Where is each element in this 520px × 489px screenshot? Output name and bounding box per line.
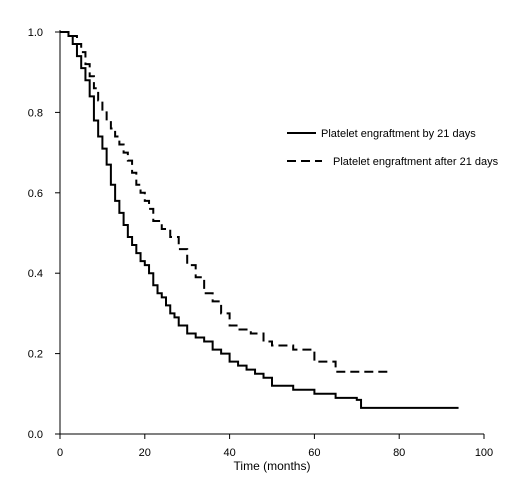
series-layer (60, 31, 459, 409)
x-tick-label: 40 (223, 447, 235, 459)
x-tick-label: 20 (139, 447, 151, 459)
x-tick-label: 80 (393, 447, 405, 459)
legend-label-1: Platelet engraftment by 21 days (321, 128, 476, 140)
axes: 0.0 0.2 0.4 0.6 0.8 1.0 0 20 40 60 80 100 (28, 27, 493, 459)
legend: Platelet engraftment by 21 days Platelet … (287, 128, 499, 168)
x-tick-label: 0 (57, 447, 63, 459)
y-tick-label: 1.0 (28, 27, 43, 39)
y-tick-label: 0.4 (28, 268, 43, 280)
y-tick-label: 0.0 (28, 429, 43, 441)
x-tick-label: 100 (475, 447, 493, 459)
x-axis-title: Time (months) (234, 459, 311, 473)
legend-label-2: Platelet engraftment after 21 days (333, 156, 499, 168)
y-tick-label: 0.6 (28, 188, 43, 200)
series-line-2 (60, 31, 391, 373)
series-line-1 (60, 31, 459, 409)
y-tick-label: 0.2 (28, 349, 43, 361)
y-tick-label: 0.8 (28, 107, 43, 119)
x-tick-label: 60 (308, 447, 320, 459)
